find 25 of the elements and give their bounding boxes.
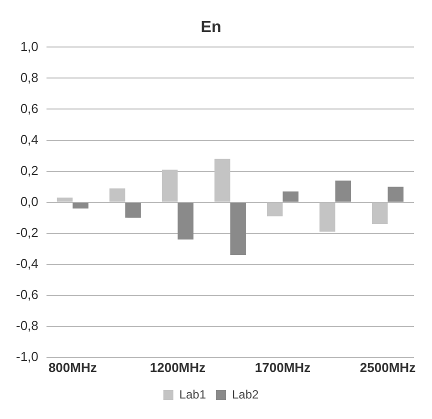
bar bbox=[335, 180, 351, 202]
y-tick-label: 0,2 bbox=[20, 162, 38, 178]
bar bbox=[125, 202, 141, 218]
chart-title: En bbox=[200, 19, 222, 36]
y-tick-label: -0,2 bbox=[16, 224, 38, 240]
legend-label: Lab1 bbox=[179, 387, 206, 402]
y-tick-label: -0,8 bbox=[16, 318, 38, 333]
y-tick-label: 0,4 bbox=[20, 132, 38, 147]
legend-label: Lab2 bbox=[232, 387, 260, 402]
bar bbox=[178, 202, 194, 240]
x-tick-label: 1200MHz bbox=[150, 360, 206, 375]
y-tick-label: -0,4 bbox=[16, 256, 38, 271]
x-tick-label: 800MHz bbox=[48, 360, 98, 375]
y-tick-label: -1,0 bbox=[16, 348, 38, 364]
y-tick-label: 0,8 bbox=[20, 70, 38, 85]
y-tick-label: 0,6 bbox=[20, 100, 38, 116]
y-tick-label: -0,6 bbox=[16, 286, 38, 302]
bar bbox=[282, 191, 298, 202]
bar bbox=[388, 186, 404, 202]
y-tick-label: 0,0 bbox=[20, 194, 38, 209]
bar bbox=[230, 202, 246, 256]
y-tick-label: 1,0 bbox=[20, 38, 38, 54]
x-tick-label: 2500MHz bbox=[360, 360, 416, 375]
bar bbox=[72, 202, 88, 209]
x-tick-label: 1700MHz bbox=[254, 360, 312, 375]
